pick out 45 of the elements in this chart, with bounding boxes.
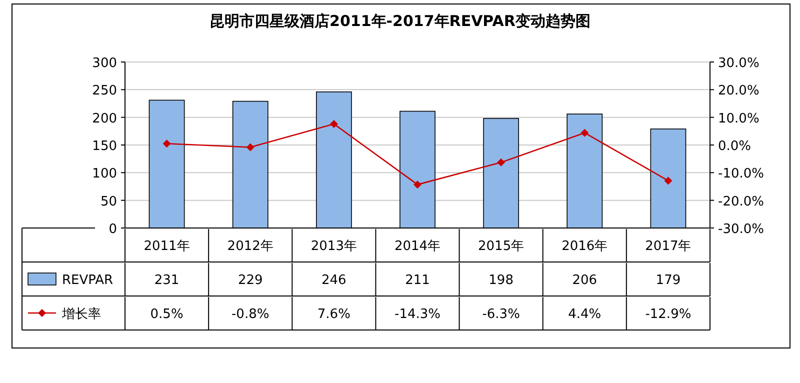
point (497, 158, 506, 166)
data-label: -14.3% (394, 307, 440, 322)
point (580, 128, 589, 137)
y2-tick-label: 10.0% (718, 111, 760, 126)
y2-tick-label: -30.0% (718, 222, 764, 237)
y-tick-label: 300 (92, 56, 117, 71)
y-tick-label: 150 (92, 139, 117, 154)
data-label: 229 (238, 273, 263, 288)
y-tick-label: 0 (108, 222, 117, 237)
y2-tick-label: 20.0% (718, 84, 760, 99)
data-label: 246 (322, 273, 346, 288)
x-tick-label: 2014年 (394, 239, 441, 254)
legend-label: REVPAR (62, 273, 114, 288)
x-tick-label: 2015年 (478, 239, 524, 254)
legend-label: 增长率 (61, 306, 101, 322)
y-tick-label: 250 (92, 84, 117, 99)
data-label: 0.5% (150, 307, 184, 322)
x-tick-label: 2013年 (310, 239, 357, 254)
data-label: -6.3% (482, 307, 520, 322)
point (414, 180, 422, 189)
y-tick-label: 50 (100, 194, 117, 210)
data-label: 198 (488, 273, 514, 288)
y2-tick-label: 30.0% (718, 56, 760, 71)
x-tick-label: 2016年 (562, 239, 608, 254)
y-tick-label: 100 (92, 166, 117, 182)
point (664, 176, 672, 185)
point (330, 120, 338, 128)
data-label: 206 (572, 273, 598, 288)
data-label: 179 (656, 273, 681, 288)
data-label: 231 (154, 273, 180, 288)
data-label: 211 (405, 273, 430, 288)
x-tick-label: 2017年 (645, 239, 692, 254)
data-label: 4.4% (568, 307, 602, 322)
y-tick-label: 200 (92, 111, 117, 126)
data-label: -12.9% (645, 307, 692, 322)
point (162, 140, 171, 148)
point (246, 143, 254, 152)
x-tick-label: 2012年 (227, 239, 274, 254)
y2-tick-label: -20.0% (718, 194, 764, 210)
data-label: 7.6% (317, 307, 350, 322)
data-label: -0.8% (232, 307, 270, 322)
chart-title: 昆明市四星级酒店2011年-2017年REVPAR变动趋势图 (210, 12, 590, 30)
y2-tick-label: -10.0% (718, 166, 764, 182)
y2-tick-label: 0.0% (718, 139, 752, 154)
x-tick-label: 2011年 (144, 239, 190, 254)
